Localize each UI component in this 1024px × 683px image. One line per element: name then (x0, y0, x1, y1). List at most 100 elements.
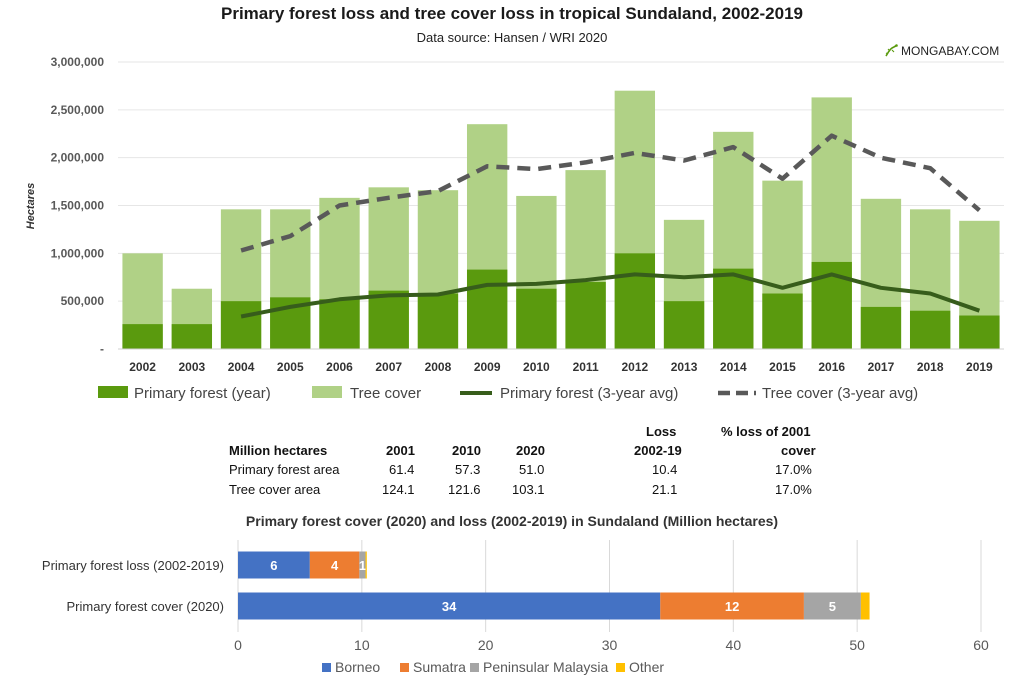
x-tick-label: 60 (973, 637, 989, 653)
legend-label: Primary forest (year) (134, 385, 271, 402)
bar-segment-peninsular (359, 551, 366, 579)
y-tick-label: 500,000 (61, 294, 105, 308)
x-tick-label: 2019 (966, 360, 993, 374)
x-tick-label: 2003 (178, 360, 205, 374)
data-label: 1 (359, 558, 366, 573)
legend-label: Primary forest (3-year avg) (500, 385, 678, 402)
category-label: Primary forest cover (2020) (67, 599, 225, 614)
table-cell: 21.1 (652, 482, 678, 497)
data-label: 5 (829, 599, 836, 614)
x-tick-label: 2008 (425, 360, 452, 374)
x-tick-label: 2012 (621, 360, 648, 374)
chart-title: Primary forest loss and tree cover loss … (220, 4, 803, 23)
y-tick-label: 1,500,000 (51, 199, 105, 213)
bar-segment-peninsular (803, 592, 861, 620)
data-label: 34 (442, 599, 457, 614)
bar-segment-borneo (238, 551, 310, 579)
y-tick-label: 2,000,000 (51, 151, 105, 165)
primary-forest-bar (565, 282, 606, 349)
primary-forest-bar (220, 301, 262, 349)
primary-forest-bar (122, 324, 163, 349)
legend-label: Tree cover (3-year avg) (762, 385, 918, 402)
category-label: Primary forest loss (2002-2019) (42, 558, 224, 573)
main-chart: - 500,000 1,000,000 1,500,000 2,000,000 2,500… (25, 55, 1004, 402)
table-cell: 57.3 (455, 462, 481, 477)
legend-swatch-primary (98, 386, 128, 398)
table-header-pct-bottom: cover (781, 443, 816, 458)
x-tick-label: 10 (354, 637, 370, 653)
x-tick-label: 2017 (868, 360, 895, 374)
x-tick-label: 2004 (228, 360, 255, 374)
primary-forest-bar (516, 288, 557, 349)
table-header-loss-top: Loss (646, 424, 677, 439)
x-tick-label: 2018 (917, 360, 944, 374)
summary-table: Loss % loss of 2001 Million hectares 200… (229, 424, 816, 497)
primary-forest-avg-line (240, 272, 981, 319)
legend-label: Tree cover (350, 385, 421, 402)
x-tick-label: 2013 (671, 360, 698, 374)
bar-segment-borneo (238, 592, 661, 620)
legend-swatch-other (616, 663, 625, 672)
legend-swatch-sumatra (400, 663, 409, 672)
table-row-label: Tree cover area (229, 482, 321, 497)
tree-cover-avg-line (240, 133, 981, 253)
legend-swatch-peninsular (470, 663, 479, 672)
brand: MONGABAY.COM (884, 44, 999, 58)
primary-forest-bar (959, 315, 1000, 349)
y-tick-label: - (100, 342, 104, 356)
x-tick-label: 2011 (573, 360, 599, 374)
table-cell: 17.0% (775, 462, 812, 477)
table-header-2010: 2010 (452, 443, 481, 458)
data-label: 6 (270, 558, 277, 573)
x-tick-label: 2007 (375, 360, 402, 374)
y-tick-label: 3,000,000 (51, 55, 105, 69)
y-tick-label: 2,500,000 (51, 103, 105, 117)
primary-forest-bar (860, 306, 902, 349)
table-header-2001: 2001 (386, 443, 415, 458)
table-header-loss-bottom: 2002-19 (634, 443, 682, 458)
legend-label: Borneo (335, 659, 380, 675)
legend-label: Other (629, 659, 664, 675)
y-axis-label: Hectares (25, 183, 37, 229)
bar-segment-sumatra (309, 551, 360, 579)
legend-label: Sumatra (413, 659, 466, 675)
x-tick-label: 2014 (720, 360, 747, 374)
table-cell: 17.0% (775, 482, 812, 497)
x-tick-label: 50 (849, 637, 865, 653)
x-tick-label: 20 (478, 637, 494, 653)
primary-forest-bar (417, 293, 459, 349)
primary-forest-bar (663, 301, 705, 349)
chart-subtitle: Data source: Hansen / WRI 2020 (416, 30, 608, 45)
table-cell: 124.1 (382, 482, 415, 497)
brand-label: MONGABAY.COM (901, 44, 1000, 58)
table-header-pct-top: % loss of 2001 (721, 424, 811, 439)
x-tick-label: 2002 (129, 360, 156, 374)
bar-segment-other (365, 551, 367, 579)
legend-swatch-borneo (322, 663, 331, 672)
table-cell: 61.4 (389, 462, 415, 477)
primary-forest-bar (614, 253, 656, 349)
table-row-label: Primary forest area (229, 462, 340, 477)
primary-forest-bar (762, 293, 803, 349)
legend-label: Peninsular Malaysia (483, 659, 608, 675)
primary-forest-bar (909, 310, 951, 349)
table-cell: 121.6 (448, 482, 481, 497)
hbar-chart-title: Primary forest cover (2020) and loss (20… (245, 513, 779, 529)
primary-forest-bar (319, 299, 360, 349)
x-tick-label: 30 (602, 637, 618, 653)
legend-swatch-tree (312, 386, 342, 398)
x-tick-label: 2005 (277, 360, 304, 374)
x-tick-label: 0 (234, 637, 242, 653)
y-tick-label: 1,000,000 (51, 246, 105, 260)
bar-segment-sumatra (660, 592, 804, 620)
table-header-2020: 2020 (516, 443, 545, 458)
x-tick-label: 2006 (326, 360, 353, 374)
bar-segment-other (860, 592, 870, 620)
x-tick-label: 2009 (474, 360, 501, 374)
primary-forest-bar (368, 290, 409, 349)
x-tick-label: 40 (726, 637, 742, 653)
gecko-icon (885, 44, 898, 57)
x-tick-label: 2010 (523, 360, 550, 374)
table-cell: 51.0 (519, 462, 545, 477)
